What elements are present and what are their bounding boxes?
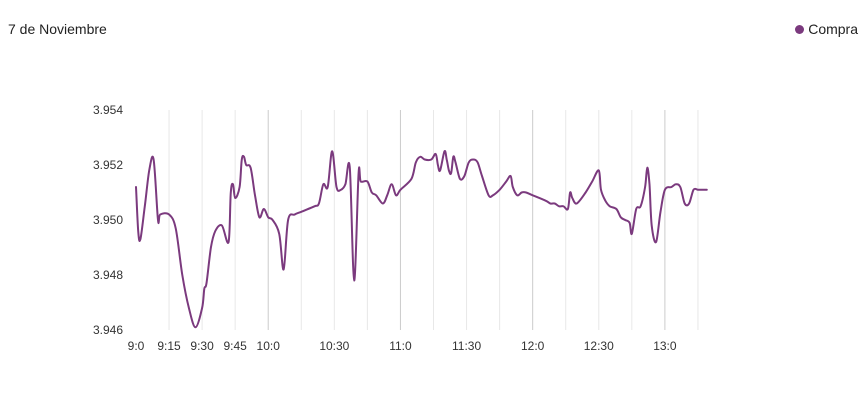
- y-tick-label: 3.948: [93, 268, 123, 282]
- x-tick-label: 9:45: [223, 339, 247, 353]
- x-tick-label: 13:0: [653, 339, 677, 353]
- x-axis-ticks: 9:0 9:15 9:30 9:45 10:0 10:30 11:0 11:30 12:0 12:…: [128, 339, 677, 353]
- x-tick-label: 9:0: [128, 339, 145, 353]
- x-tick-label: 11:30: [452, 339, 481, 353]
- x-tick-label: 10:30: [319, 339, 349, 353]
- y-tick-label: 3.952: [93, 158, 123, 172]
- legend-label-compra: Compra: [808, 21, 858, 37]
- chart-date-title: 7 de Noviembre: [8, 21, 107, 37]
- x-tick-label: 11:0: [389, 339, 412, 353]
- x-tick-label: 9:30: [190, 339, 214, 353]
- chart-legend[interactable]: Compra: [795, 21, 858, 37]
- x-tick-label: 12:0: [521, 339, 545, 353]
- series-line-compra: [135, 149, 708, 329]
- x-tick-label: 9:15: [157, 339, 181, 353]
- y-tick-label: 3.946: [93, 323, 123, 337]
- y-axis-ticks: 3.954 3.952 3.950 3.948 3.946: [93, 103, 123, 337]
- grid-lines: [168, 110, 699, 330]
- y-tick-label: 3.954: [93, 103, 123, 117]
- y-tick-label: 3.950: [93, 213, 123, 227]
- x-tick-label: 10:0: [257, 339, 281, 353]
- legend-marker: [795, 24, 805, 34]
- x-tick-label: 12:30: [584, 339, 614, 353]
